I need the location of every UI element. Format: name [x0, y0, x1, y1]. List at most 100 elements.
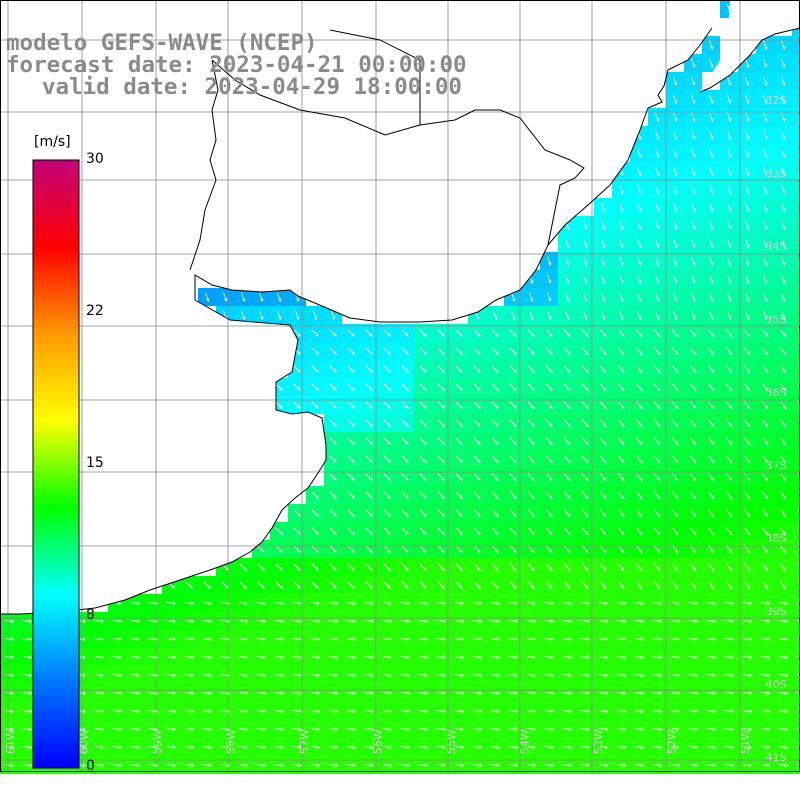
wind-arrow: [796, 764, 800, 766]
wind-arrow: [727, 184, 732, 195]
wind-arrow: [184, 619, 195, 624]
wind-arrow: [763, 130, 768, 141]
wind-arrow: [184, 727, 195, 732]
wind-arrow: [652, 691, 663, 696]
wind-arrow: [365, 473, 373, 481]
wind-arrow: [562, 601, 573, 606]
wind-arrow: [745, 148, 750, 159]
wind-arrow: [22, 637, 33, 642]
wind-arrow: [563, 347, 571, 355]
colorbar-tick-8: 8: [86, 607, 95, 623]
wind-arrow: [166, 691, 177, 696]
wind-arrow: [781, 256, 786, 267]
wind-arrow: [653, 419, 661, 428]
wind-arrow: [401, 581, 409, 589]
wind-arrow: [691, 310, 696, 321]
wind-arrow: [581, 473, 589, 482]
wind-arrow: [313, 310, 318, 321]
wind-cell: [792, 306, 800, 324]
wind-arrow: [419, 473, 427, 481]
wind-arrow: [365, 545, 373, 553]
wind-arrow: [562, 709, 573, 714]
wind-arrow: [365, 563, 373, 571]
wind-arrow: [725, 365, 733, 374]
wind-arrow: [706, 709, 717, 714]
wind-arrow: [383, 419, 391, 427]
wind-arrow: [437, 545, 445, 553]
wind-arrow: [473, 419, 481, 427]
wind-arrow: [796, 602, 800, 604]
wind-arrow: [526, 655, 537, 660]
wind-arrow: [491, 545, 499, 554]
wind-arrow: [760, 727, 771, 732]
wind-arrow: [581, 365, 589, 373]
wind-arrow: [688, 709, 699, 714]
wind-arrow: [364, 637, 375, 642]
wind-arrow: [526, 727, 537, 732]
wind-arrow: [329, 437, 337, 445]
colorbar-tick-15: 15: [86, 455, 104, 471]
wind-arrow: [743, 545, 751, 554]
wind-arrow: [256, 763, 267, 768]
wind-arrow: [491, 527, 499, 536]
wind-arrow: [581, 383, 589, 391]
wind-arrow: [727, 310, 732, 321]
wind-arrow: [436, 655, 447, 660]
wind-arrow: [130, 763, 141, 768]
wind-arrow: [508, 655, 519, 660]
wind-arrow: [727, 202, 732, 213]
wind-arrow: [763, 58, 768, 69]
wind-arrow: [383, 383, 391, 391]
colorbar-tick-22: 22: [86, 303, 104, 319]
wind-arrow: [527, 545, 535, 554]
wind-arrow: [598, 745, 609, 750]
wind-arrow: [202, 763, 213, 768]
wind-arrow: [619, 238, 624, 249]
wind-arrow: [760, 637, 771, 642]
wind-arrow: [599, 437, 607, 446]
wind-arrow: [706, 619, 717, 624]
wind-arrow: [725, 491, 733, 500]
wind-arrow: [742, 709, 753, 714]
wind-arrow: [400, 709, 411, 714]
wind-arrow: [743, 473, 751, 482]
wind-arrow: [598, 637, 609, 642]
wind-arrow: [706, 601, 717, 606]
wind-arrow: [22, 673, 33, 678]
wind-arrow: [328, 673, 339, 678]
wind-arrow: [673, 112, 678, 123]
wind-arrow: [778, 619, 789, 624]
wind-arrow: [780, 581, 787, 590]
wind-arrow: [617, 527, 625, 536]
wind-arrow: [455, 401, 463, 409]
wind-arrow: [671, 329, 679, 338]
wind-arrow: [580, 619, 591, 624]
wind-arrow: [726, 581, 733, 590]
wind-arrow: [688, 745, 699, 750]
wind-arrow: [762, 581, 769, 590]
wind-arrow: [547, 274, 552, 285]
wind-arrow: [583, 256, 588, 267]
wind-arrow: [743, 491, 751, 500]
wind-arrow: [274, 727, 285, 732]
wind-arrow: [742, 655, 753, 660]
wind-arrow: [401, 545, 409, 553]
wind-arrow: [437, 491, 445, 499]
wind-arrow: [455, 491, 463, 499]
wind-arrow: [328, 655, 339, 660]
wind-arrow: [635, 509, 643, 518]
wind-arrow: [761, 509, 769, 518]
wind-arrow: [526, 673, 537, 678]
wind-arrow: [418, 673, 429, 678]
wind-arrow: [274, 745, 285, 750]
wind-arrow: [689, 491, 697, 500]
wind-arrow: [580, 601, 591, 606]
wind-arrow: [598, 691, 609, 696]
lat-label: 38S: [766, 532, 787, 545]
wind-arrow: [673, 220, 678, 231]
wind-arrow: [401, 491, 409, 499]
wind-arrow: [383, 491, 391, 499]
wind-arrow: [112, 709, 123, 714]
wind-arrow: [724, 745, 735, 750]
wind-arrow: [778, 601, 789, 606]
